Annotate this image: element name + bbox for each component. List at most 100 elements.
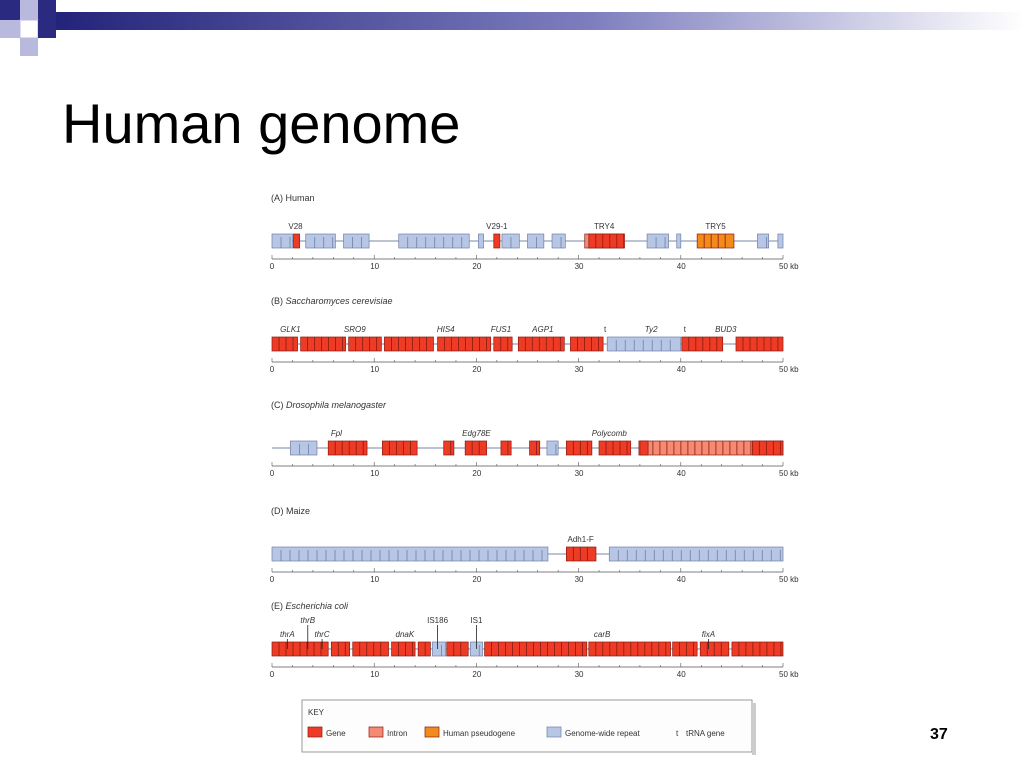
feature-label: fixA: [702, 630, 715, 639]
corner-square-navy: [38, 20, 56, 38]
key-frame: [301, 699, 753, 753]
scale-tick-label: 0: [270, 575, 275, 584]
feature-label: HIS4: [437, 325, 455, 334]
feature-gene: [348, 336, 382, 352]
feature-gene: [417, 641, 431, 657]
scale-tick-label: 30: [575, 365, 584, 374]
scale-tick-label: 30: [575, 262, 584, 271]
feature-repeat: [646, 233, 669, 249]
scale-tick-label: 30: [575, 575, 584, 584]
feature-gene: [327, 440, 368, 456]
feature-gene: [565, 440, 593, 456]
feature-label: Polycomb: [592, 429, 628, 438]
scale-tick-label: 0: [270, 262, 275, 271]
feature-gene: [529, 440, 541, 456]
diagram-key: KEY Gene Intron Human pseudogene Genome-wide…: [301, 699, 756, 755]
feature-label: SRO9: [344, 325, 366, 334]
feature-label: IS186: [427, 616, 448, 625]
panel-title: (E) Escherichia coli: [271, 601, 349, 611]
feature-repeat: [608, 546, 784, 562]
panel-title: (D) Maize: [271, 506, 310, 516]
scale-tick-label: 50 kb: [779, 262, 799, 271]
scale-tick-label: 40: [677, 670, 686, 679]
feature-label: AGP1: [531, 325, 553, 334]
panel-title: (B) Saccharomyces cerevisiae: [271, 296, 393, 306]
key-shadow: [752, 703, 756, 755]
feature-repeat: [478, 233, 484, 249]
feature-gene: [570, 336, 604, 352]
feature-gene: [639, 440, 649, 456]
scale-tick-label: 0: [270, 670, 275, 679]
panel-fly: (C) Drosophila melanogaster Fpl Edg78E Poly…: [270, 400, 799, 478]
feature-gene: [517, 336, 565, 352]
feature-label: t: [684, 325, 687, 334]
feature-gene: [565, 546, 597, 562]
panel-title-prefix: (B): [271, 296, 286, 306]
corner-square-navy: [38, 0, 56, 20]
feature-gene: [672, 641, 698, 657]
scale-tick-label: 0: [270, 365, 275, 374]
feature-gene: [446, 641, 469, 657]
feature-gene: [681, 336, 724, 352]
key-swatch-gene: [307, 726, 323, 738]
slide-corner-decoration: [0, 0, 1024, 56]
key-swatch-pseudogene: [424, 726, 440, 738]
feature-label: V28: [288, 222, 303, 231]
feature-label: Ty2: [645, 325, 658, 334]
panel-title-prefix: (D): [271, 506, 286, 516]
key-title: KEY: [308, 708, 325, 717]
feature-label: BUD3: [715, 325, 737, 334]
scale-tick-label: 20: [472, 670, 481, 679]
feature-repeat: [777, 233, 784, 249]
feature-repeat: [606, 336, 682, 352]
top-gradient-bar: [56, 12, 1024, 30]
scale-tick-label: 20: [472, 469, 481, 478]
feature-label: V29-1: [486, 222, 508, 231]
key-label: Human pseudogene: [443, 729, 516, 738]
key-label: Genome-wide repeat: [565, 729, 640, 738]
feature-gene: [464, 440, 487, 456]
key-swatch-intron: [368, 726, 384, 738]
feature-label: thrA: [280, 630, 295, 639]
corner-square-navy: [0, 0, 20, 20]
panel-title-prefix: (A): [271, 193, 286, 203]
corner-square-light: [0, 20, 20, 38]
scale-tick-label: 50 kb: [779, 469, 799, 478]
panel-title-name: Saccharomyces cerevisiae: [286, 296, 393, 306]
feature-label: Adh1-F: [568, 535, 594, 544]
feature-label: TRY5: [705, 222, 726, 231]
feature-gene: [293, 233, 300, 249]
feature-repeat: [676, 233, 682, 249]
feature-gene: [493, 336, 513, 352]
page-number: 37: [930, 726, 948, 743]
feature-gene: [384, 336, 434, 352]
feature-pseudogene: [696, 233, 735, 249]
feature-label: IS1: [470, 616, 483, 625]
feature-repeat: [432, 641, 447, 657]
feature-label: carB: [594, 630, 611, 639]
feature-gene: [500, 440, 512, 456]
feature-gene: [382, 440, 418, 456]
scale-tick-label: 30: [575, 469, 584, 478]
feature-repeat: [757, 233, 770, 249]
scale-tick-label: 10: [370, 365, 379, 374]
scale-tick-label: 10: [370, 575, 379, 584]
feature-label: thrB: [300, 616, 315, 625]
scale-tick-label: 40: [677, 365, 686, 374]
scale-tick-label: 10: [370, 262, 379, 271]
feature-gene: [437, 336, 492, 352]
scale-tick-label: 20: [472, 575, 481, 584]
panel-title-name: Drosophila melanogaster: [286, 400, 387, 410]
scale-tick-label: 10: [370, 469, 379, 478]
panel-title-name: Escherichia coli: [286, 601, 350, 611]
panel-maize: (D) Maize Adh1-F 0 10 20 30 40 50 kb: [270, 506, 799, 584]
key-label: Gene: [326, 729, 346, 738]
panel-title-name: Maize: [286, 506, 310, 516]
feature-gene: [443, 440, 455, 456]
scale-tick-label: 20: [472, 365, 481, 374]
feature-repeat: [305, 233, 336, 249]
scale-tick-label: 50 kb: [779, 575, 799, 584]
scale-tick-label: 10: [370, 670, 379, 679]
